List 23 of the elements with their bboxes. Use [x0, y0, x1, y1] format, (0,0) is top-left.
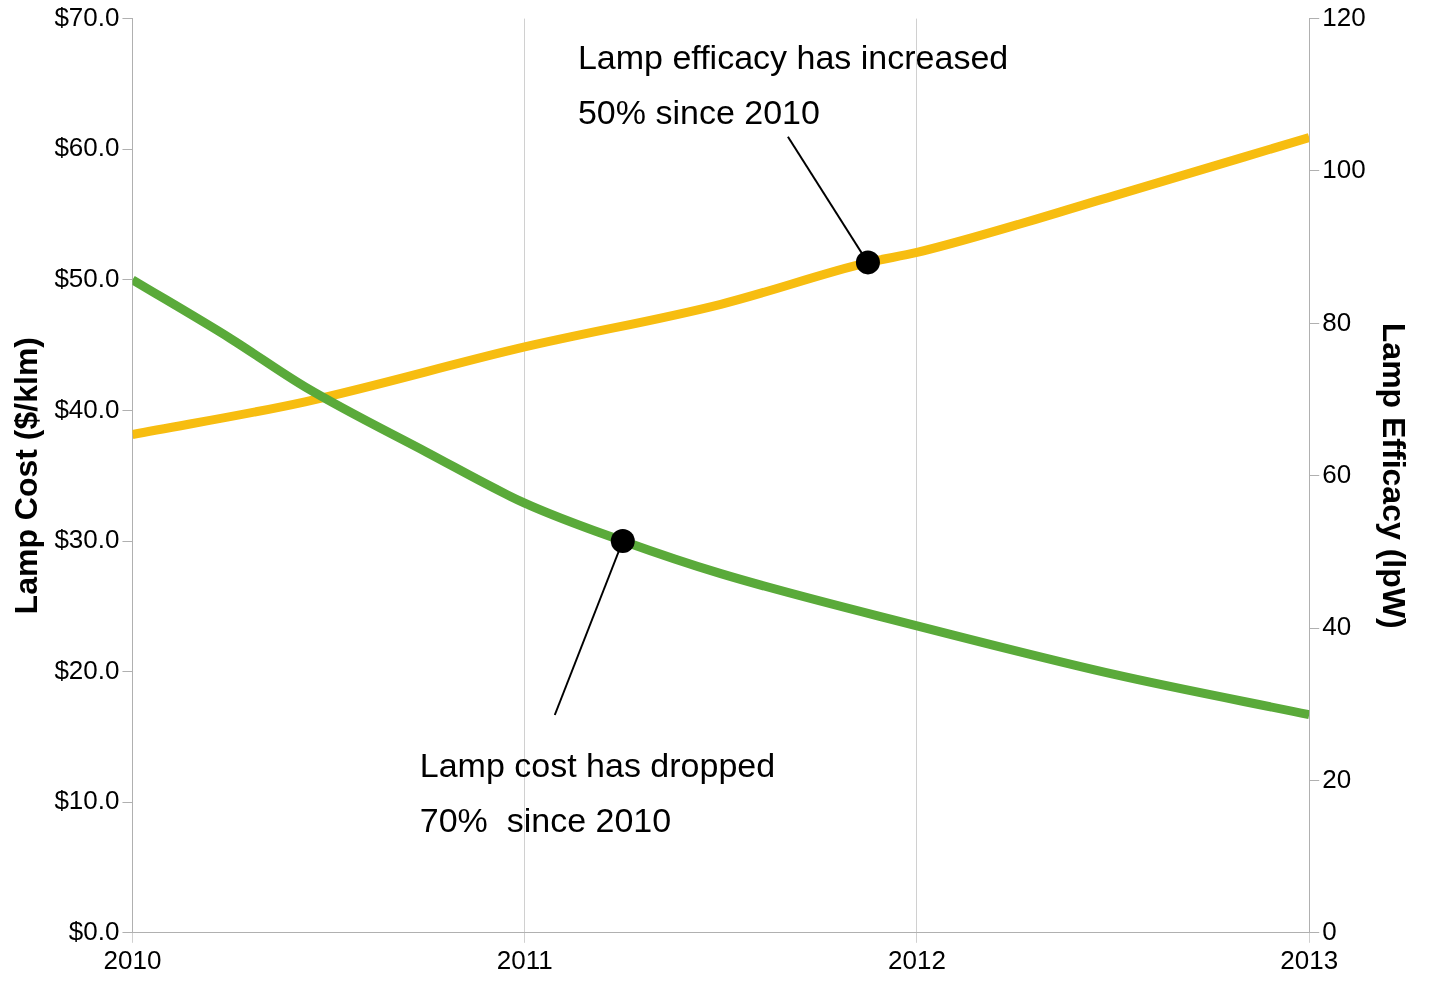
y-tick-label: $0.0: [68, 915, 120, 946]
y-tick-label: $10.0: [54, 785, 120, 816]
y-tick-label: $60.0: [54, 132, 120, 163]
x-tick-label: 2012: [888, 944, 946, 975]
y2-tick-label: 0: [1322, 915, 1337, 946]
y-axis-title: Lamp Cost ($/klm): [8, 337, 45, 615]
y2-tick-label: 100: [1322, 154, 1366, 185]
y2-tick-label: 60: [1322, 458, 1352, 489]
x-tick-label: 2011: [496, 944, 553, 975]
y2-tick-label: 40: [1322, 611, 1352, 642]
x-tick-label: 2010: [103, 944, 162, 975]
x-tick-label: 2013: [1280, 944, 1339, 975]
annotation: Lamp cost has dropped 70% since 2010: [419, 746, 776, 839]
annotation: Lamp efficacy has increased 50% since 2010: [577, 37, 1009, 131]
y2-tick-label: 20: [1322, 763, 1352, 794]
y-tick-label: $30.0: [54, 524, 120, 555]
y2-axis-title: Lamp Efficacy (lpW): [1375, 322, 1412, 629]
y-tick-label: $50.0: [54, 262, 120, 293]
y-tick-label: $40.0: [54, 393, 120, 424]
y-tick-label: $70.0: [54, 1, 120, 32]
y2-tick-label: 80: [1322, 306, 1352, 337]
y2-tick-label: 120: [1322, 1, 1366, 32]
y-tick-label: $20.0: [54, 654, 120, 685]
